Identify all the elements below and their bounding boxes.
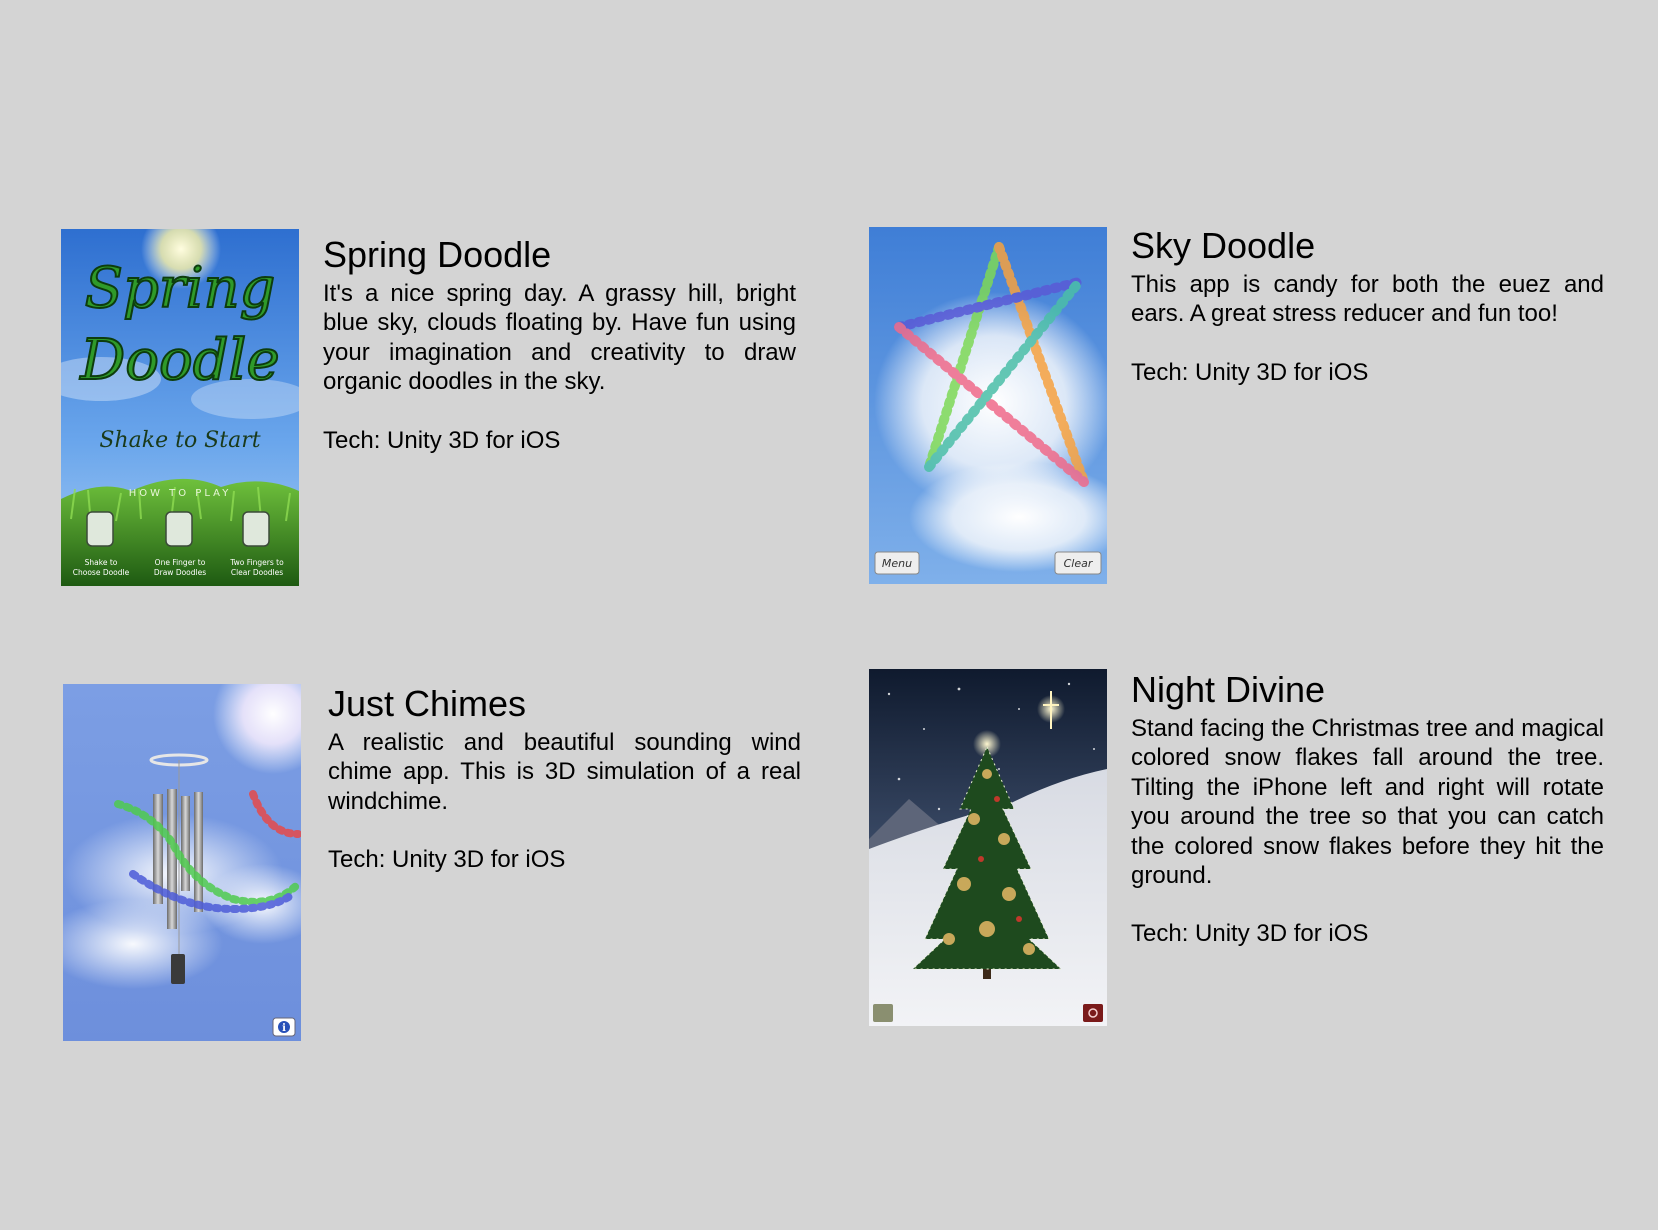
svg-text:Two Fingers to: Two Fingers to [229, 558, 284, 567]
night-divine-text: Night Divine Stand facing the Christmas … [1131, 670, 1604, 949]
app-description: It's a nice spring day. A grassy hill, b… [323, 280, 796, 396]
spring-doodle-screenshot[interactable]: Spring Doodle Shake to Start HOW TO PLAY… [61, 229, 299, 586]
app-description: Stand facing the Christmas tree and magi… [1131, 715, 1604, 890]
svg-text:Choose Doodle: Choose Doodle [73, 568, 130, 577]
svg-text:Menu: Menu [882, 557, 912, 570]
spring-doodle-text: Spring Doodle It's a nice spring day. A … [323, 235, 796, 455]
two-finger-phone-icon [242, 511, 270, 547]
spring-doodle-artwork: Spring Doodle Shake to Start HOW TO PLAY… [61, 229, 299, 586]
shake-phone-icon [86, 511, 114, 547]
sky-doodle-artwork: Menu Clear [869, 227, 1107, 584]
app-title: Spring Doodle [323, 234, 552, 275]
sky-doodle-text: Sky Doodle This app is candy for both th… [1131, 226, 1604, 387]
how-to-play-label: HOW TO PLAY [129, 488, 232, 499]
one-finger-phone-icon [165, 511, 193, 547]
chime-sail [171, 954, 185, 984]
shake-to-start-label: Shake to Start [99, 428, 260, 453]
spring-logo-line2: Doodle [79, 328, 279, 393]
svg-text:One Finger to: One Finger to [155, 558, 206, 567]
app-tech: Tech: Unity 3D for iOS [328, 846, 566, 874]
spring-logo-line1: Spring [85, 256, 276, 321]
just-chimes-text: Just Chimes A realistic and beautiful so… [328, 684, 801, 875]
app-tech: Tech: Unity 3D for iOS [1131, 358, 1369, 386]
app-tech: Tech: Unity 3D for iOS [1131, 920, 1369, 948]
night-divine-screenshot[interactable] [869, 669, 1107, 1026]
sky-doodle-screenshot[interactable]: Menu Clear [869, 227, 1107, 584]
svg-text:Clear Doodles: Clear Doodles [231, 568, 283, 577]
svg-text:i: i [282, 1023, 286, 1034]
app-title: Sky Doodle [1131, 225, 1316, 266]
just-chimes-artwork: i [63, 684, 301, 1041]
night-reset-icon [1083, 1004, 1103, 1022]
app-title: Just Chimes [328, 683, 527, 724]
app-tech: Tech: Unity 3D for iOS [323, 426, 561, 454]
sky-menu-button [874, 551, 920, 575]
night-divine-artwork [869, 669, 1107, 1026]
svg-text:Draw Doodles: Draw Doodles [154, 568, 206, 577]
just-chimes-screenshot[interactable]: i [63, 684, 301, 1041]
svg-text:Shake to: Shake to [85, 558, 118, 567]
svg-text:Clear: Clear [1064, 557, 1094, 570]
sky-clear-button [1054, 551, 1102, 575]
app-title: Night Divine [1131, 669, 1326, 710]
night-menu-icon [873, 1004, 893, 1022]
app-description: A realistic and beautiful sounding wind … [328, 729, 801, 815]
app-description: This app is candy for both the euez and … [1131, 271, 1604, 328]
